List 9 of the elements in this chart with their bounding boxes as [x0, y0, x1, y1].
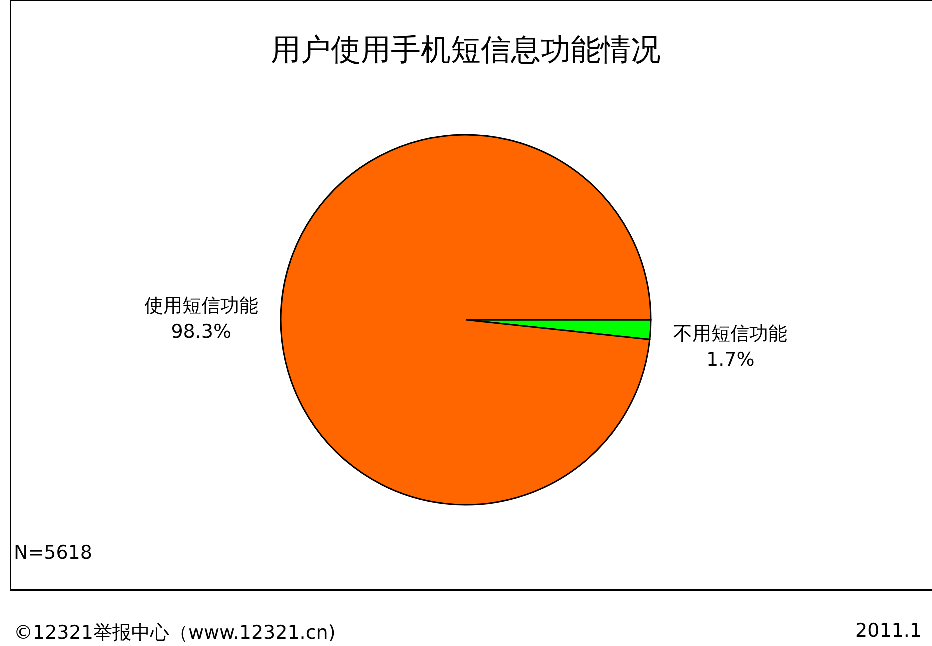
slice-label: 不用短信功能: [674, 323, 788, 346]
chart-title: 用户使用手机短信息功能情况: [271, 33, 661, 68]
data-label: 98.3%: [171, 320, 232, 343]
text: ©12321举报中心（www.12321.cn): [14, 621, 336, 646]
pie-slice: [280, 134, 652, 506]
text: N=5618: [14, 542, 92, 564]
text: 2011.1: [856, 620, 922, 642]
data-label: 1.7%: [706, 349, 755, 372]
slice-label: 使用短信功能: [144, 294, 258, 317]
